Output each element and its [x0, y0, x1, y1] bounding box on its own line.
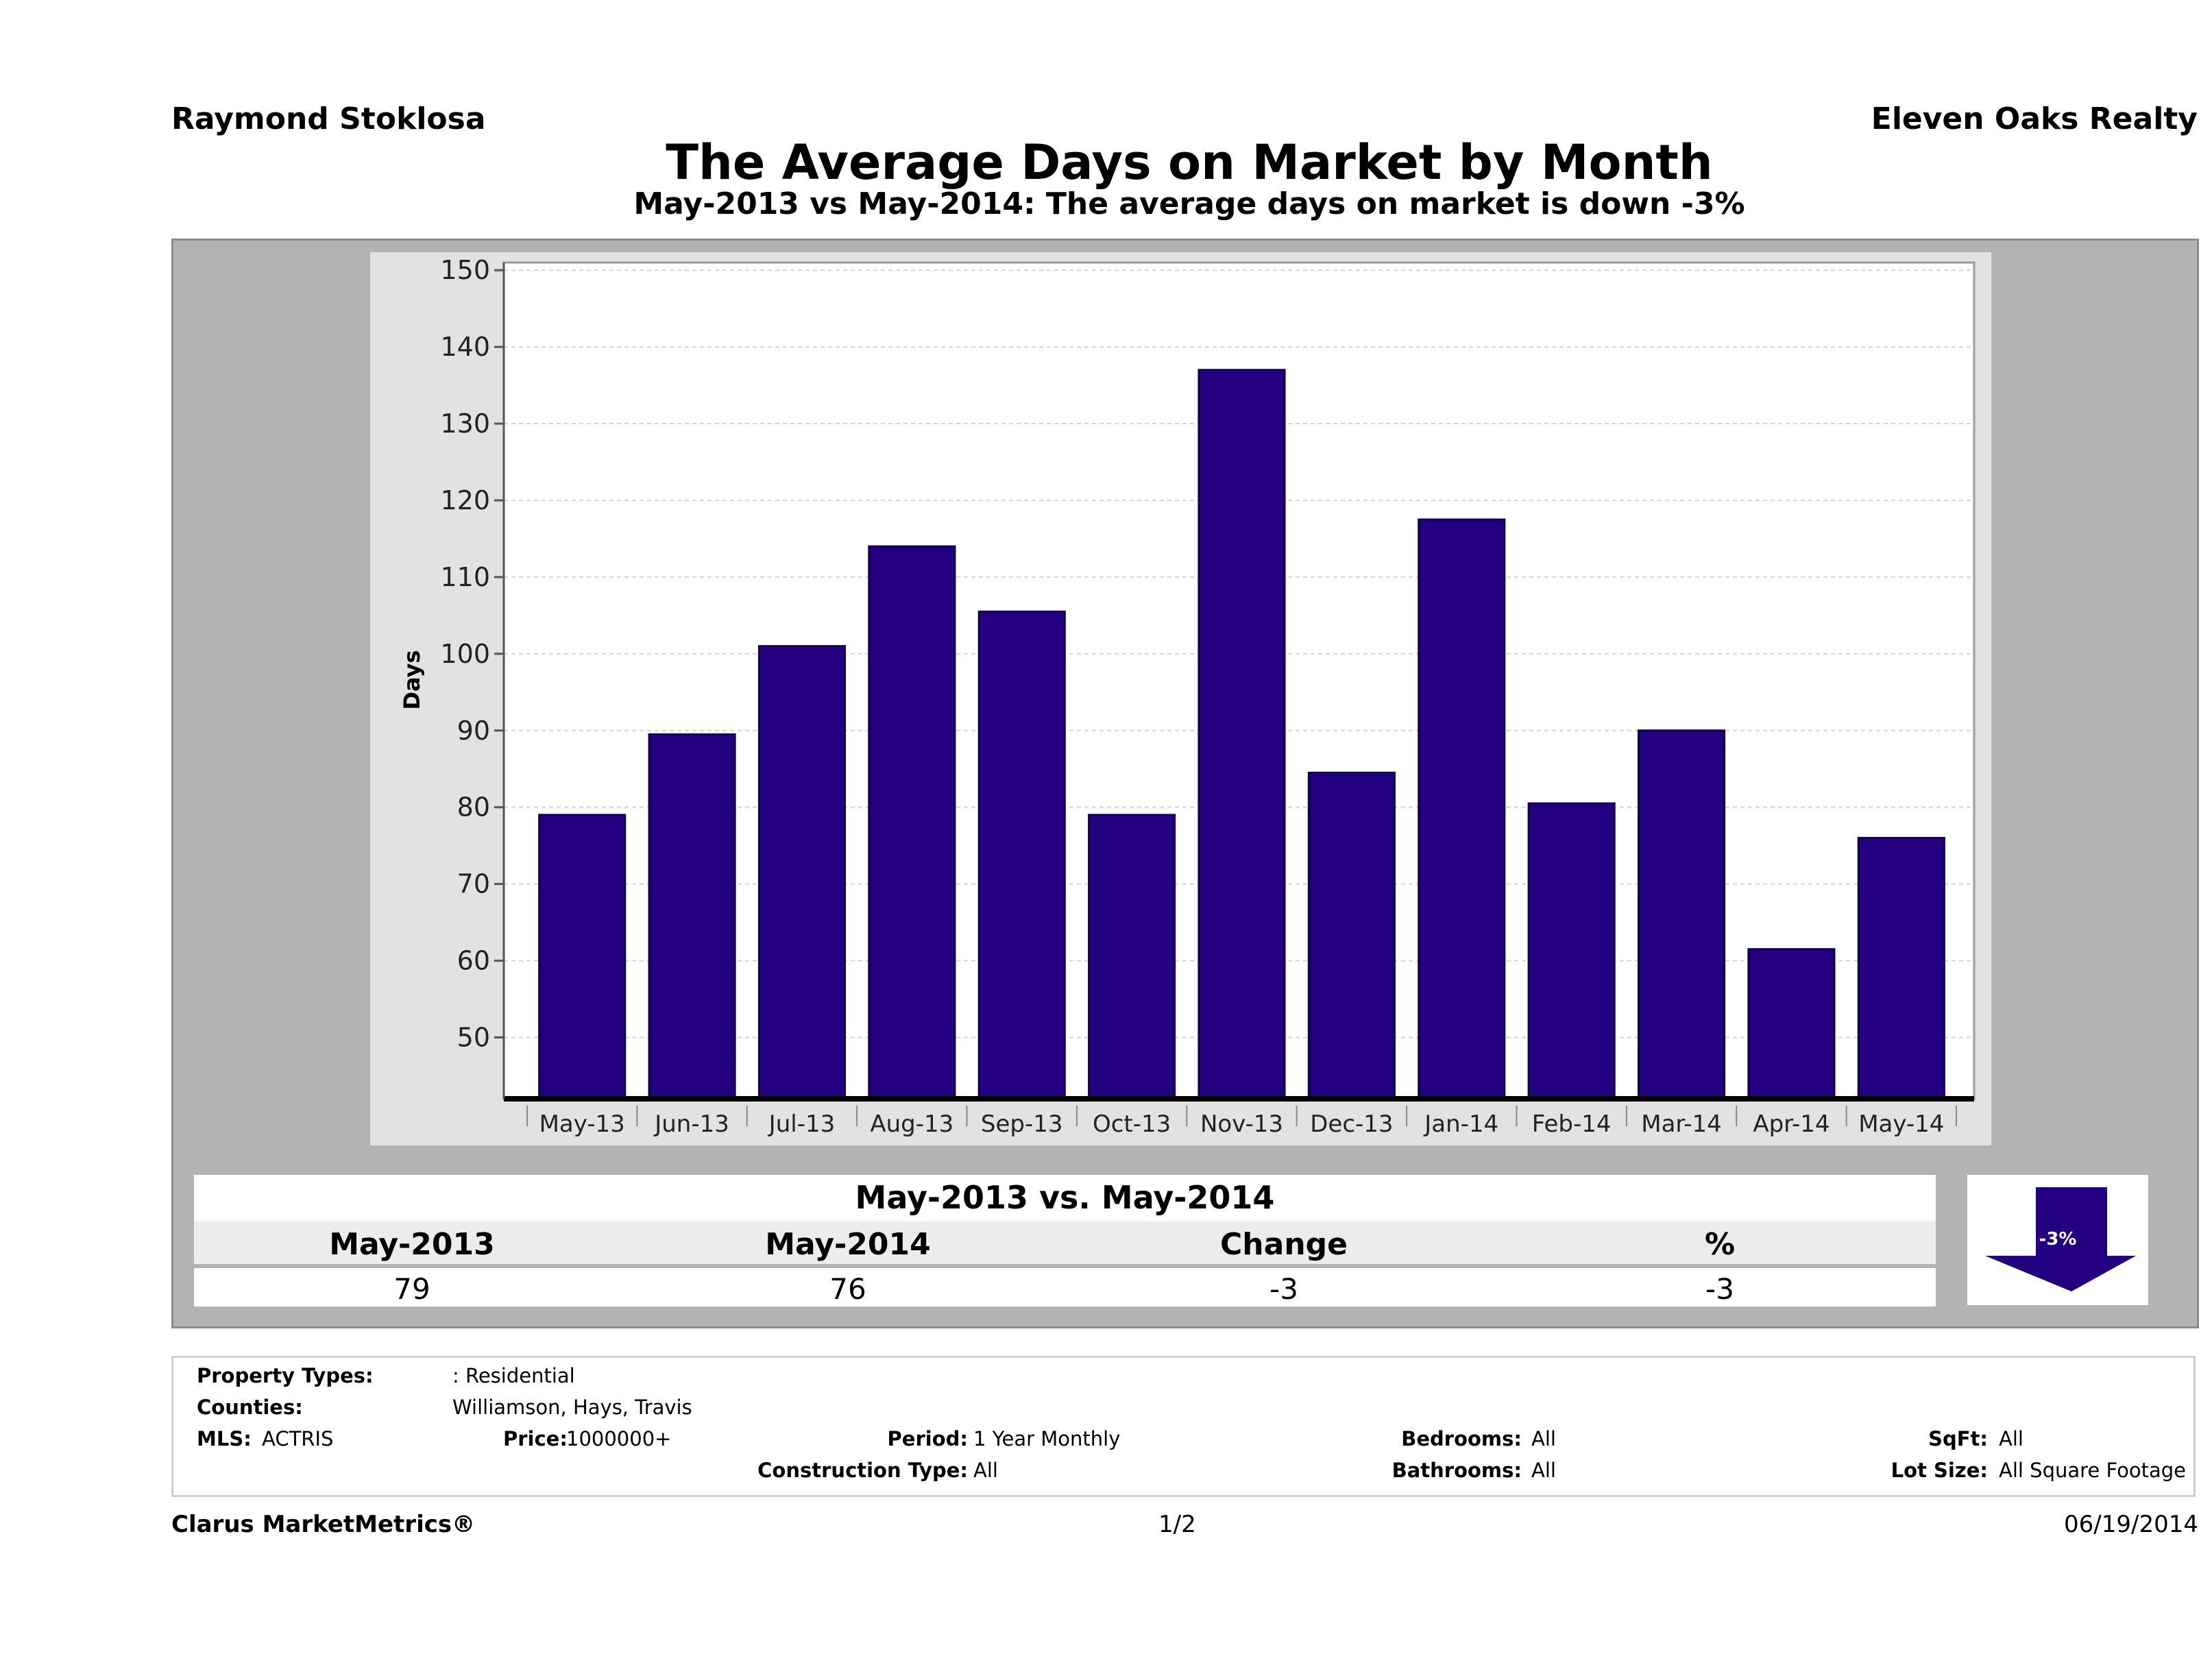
x-tick-label: Nov-13 — [1200, 1110, 1283, 1138]
header-may-2013: May-2013 — [329, 1227, 495, 1262]
y-tick-label: 60 — [457, 946, 490, 976]
comparison-title: May-2013 vs. May-2014 — [855, 1179, 1275, 1216]
y-tick-label: 150 — [440, 255, 490, 285]
down-arrow-icon — [1985, 1187, 2136, 1291]
comparison-title-row: May-2013 vs. May-2014 — [194, 1175, 1936, 1221]
x-tick-label: May-13 — [539, 1110, 625, 1138]
y-tick-label: 100 — [440, 639, 490, 669]
y-tick-label: 80 — [457, 792, 490, 823]
bar-oct-13 — [1088, 814, 1176, 1100]
counties-label: Counties: — [197, 1396, 303, 1419]
x-tick-label: Jan-14 — [1423, 1110, 1498, 1138]
property-types-value: : Residential — [452, 1364, 575, 1387]
y-tick-label: 110 — [440, 562, 490, 592]
page-number: 1/2 — [1158, 1511, 1196, 1538]
footer-brand: Clarus MarketMetrics® — [171, 1511, 476, 1538]
x-tick-label: Sep-13 — [981, 1110, 1063, 1138]
counties-value: Williamson, Hays, Travis — [452, 1396, 692, 1419]
value-may-2013: 79 — [393, 1272, 430, 1306]
bedrooms-label: Bedrooms: — [1401, 1427, 1522, 1450]
bar-dec-13 — [1307, 771, 1396, 1100]
y-tick-label: 50 — [457, 1022, 490, 1052]
property-types-label: Property Types: — [197, 1364, 374, 1387]
sqft-value: All — [1999, 1427, 2023, 1450]
bar-jun-13 — [648, 733, 736, 1100]
bedrooms-value: All — [1531, 1427, 1556, 1450]
construction-type-label: Construction Type: — [757, 1459, 968, 1482]
price-label: Price: — [503, 1427, 568, 1450]
comparison-value-row: 79 76 -3 -3 — [194, 1268, 1936, 1306]
header-may-2014: May-2014 — [765, 1227, 931, 1262]
x-tick-label: Aug-13 — [870, 1110, 953, 1138]
chart-title: The Average Days on Market by Month — [666, 134, 1713, 191]
x-tick-label: May-14 — [1858, 1110, 1944, 1138]
bar-jan-14 — [1418, 518, 1506, 1100]
x-tick-label: Oct-13 — [1093, 1110, 1171, 1138]
bar-apr-14 — [1747, 948, 1836, 1100]
y-tick-label: 130 — [440, 409, 490, 439]
value-change: -3 — [1269, 1272, 1298, 1306]
period-value: 1 Year Monthly — [973, 1427, 1121, 1450]
lot-size-value: All Square Footage — [1999, 1459, 2187, 1482]
x-tick-label: Dec-13 — [1310, 1110, 1393, 1138]
chart-subtitle: May-2013 vs May-2014: The average days o… — [633, 186, 1745, 221]
x-tick-label: Apr-14 — [1753, 1110, 1830, 1138]
bar-may-13 — [538, 814, 627, 1100]
comparison-header-row: May-2013 May-2014 Change % — [194, 1221, 1936, 1264]
header-percent: % — [1704, 1227, 1736, 1262]
lot-size-label: Lot Size: — [1891, 1459, 1988, 1482]
details-panel — [171, 1356, 2196, 1497]
construction-type-value: All — [973, 1459, 998, 1482]
change-badge-label: -3% — [2039, 1229, 2077, 1250]
x-tick-label: Mar-14 — [1641, 1110, 1722, 1138]
y-tick-label: 140 — [440, 332, 490, 362]
y-tick-label: 120 — [440, 485, 490, 515]
mls-value: ACTRIS — [262, 1427, 334, 1450]
bathrooms-value: All — [1531, 1459, 1556, 1482]
bars — [538, 369, 1945, 1100]
period-label: Period: — [887, 1427, 968, 1450]
price-value: 1000000+ — [566, 1427, 672, 1450]
office-name: Eleven Oaks Realty — [1871, 101, 2198, 136]
bathrooms-label: Bathrooms: — [1391, 1459, 1522, 1482]
agent-name: Raymond Stoklosa — [171, 101, 486, 136]
report-date: 06/19/2014 — [2064, 1511, 2198, 1538]
value-may-2014: 76 — [829, 1272, 866, 1306]
x-tick-label: Feb-14 — [1532, 1110, 1612, 1138]
bar-may-14 — [1857, 836, 1945, 1100]
sqft-label: SqFt: — [1928, 1427, 1988, 1450]
x-tick-label: Jul-13 — [768, 1110, 836, 1138]
bar-feb-14 — [1527, 802, 1616, 1100]
x-tick-labels: May-13 Jun-13 Jul-13 Aug-13 Sep-13 Oct-13 Nov-… — [526, 1106, 1957, 1138]
y-tick-labels: 50 60 70 80 90 100 110 120 130 140 150 — [440, 255, 504, 1052]
y-tick-label: 70 — [457, 869, 490, 899]
y-axis-label: Days — [399, 650, 425, 709]
value-percent: -3 — [1705, 1272, 1734, 1306]
bar-nov-13 — [1198, 369, 1286, 1100]
x-tick-label: Jun-13 — [653, 1110, 729, 1138]
bar-sep-13 — [977, 610, 1066, 1100]
y-tick-label: 90 — [457, 716, 490, 746]
header-change: Change — [1220, 1227, 1348, 1262]
bar-aug-13 — [868, 545, 956, 1100]
bar-mar-14 — [1637, 729, 1726, 1100]
bar-jul-13 — [757, 645, 847, 1100]
mls-label: MLS: — [197, 1427, 252, 1450]
